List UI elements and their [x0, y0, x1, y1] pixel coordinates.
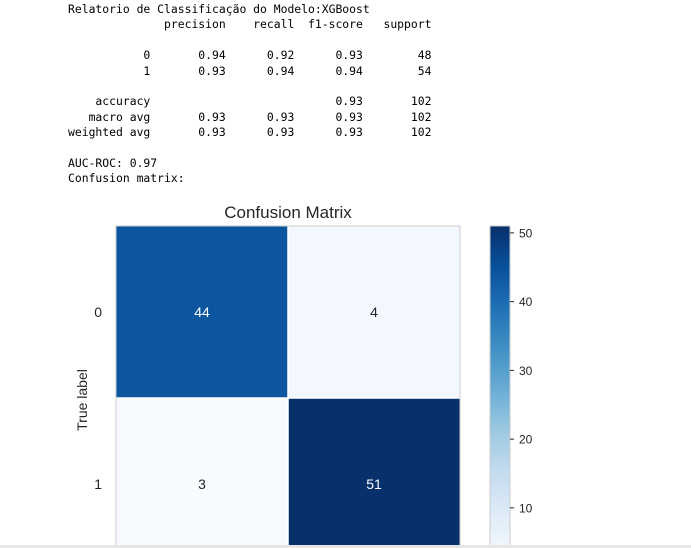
cell-value-label: 3	[198, 476, 206, 492]
heatmap-border	[115, 225, 461, 548]
cell-value-label: 51	[366, 476, 382, 492]
y-tick-label: 1	[94, 476, 102, 492]
y-tick-labels: 01	[94, 304, 102, 492]
colorbar-tick-label: 20	[519, 433, 533, 447]
y-tick-label: 0	[94, 304, 102, 320]
colorbar-tick-label: 50	[519, 226, 533, 240]
heatmap-cell	[288, 398, 460, 548]
colorbar-tick-label: 40	[519, 295, 533, 309]
heatmap-cell	[116, 226, 288, 398]
heatmap-cells: 44 43 51	[115, 225, 461, 548]
colorbar-tick-label: 10	[519, 501, 533, 515]
colorbar-tick-label: 30	[519, 364, 533, 378]
heatmap-cell	[116, 398, 288, 548]
colorbar	[489, 225, 511, 548]
chart-title: Confusion Matrix	[224, 203, 352, 222]
classification-report: Relatorio de Classificação do Modelo:XGB…	[68, 2, 432, 186]
colorbar-ticks: 10 20 30 40 50	[510, 226, 533, 515]
heatmap-cell	[288, 226, 460, 398]
cell-value-label: 44	[194, 304, 210, 320]
cell-value-label: 4	[370, 304, 378, 320]
y-axis-label: True label	[74, 369, 90, 431]
output-bottom-border	[0, 545, 691, 548]
